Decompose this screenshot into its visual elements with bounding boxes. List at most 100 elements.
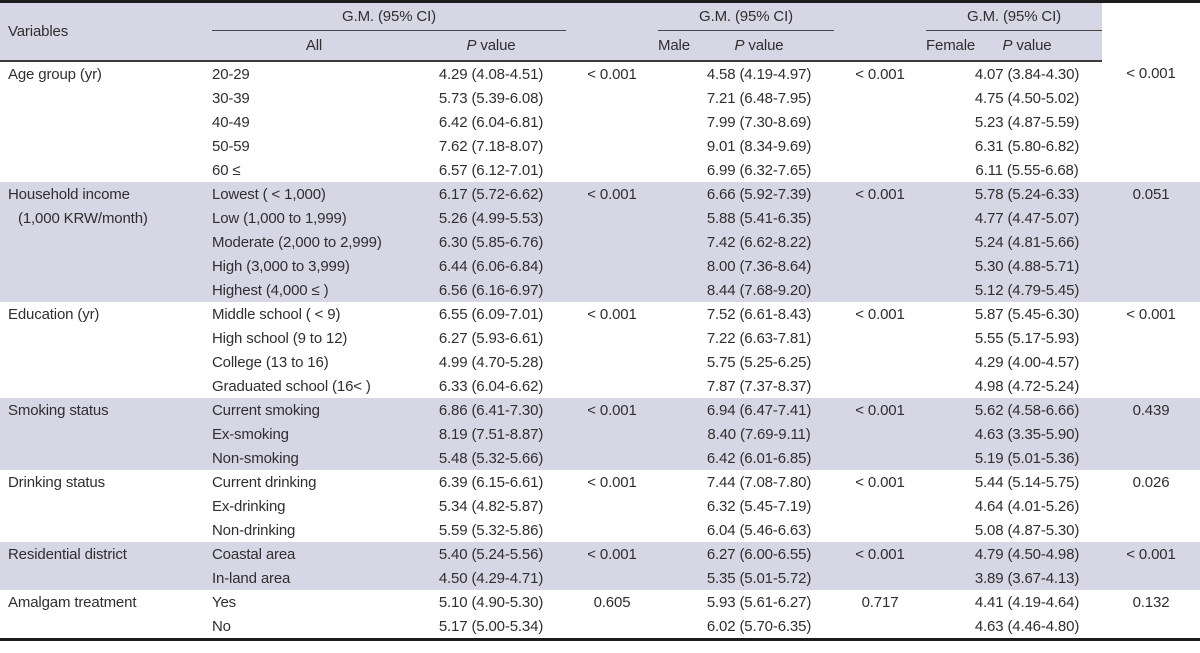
- gm-male-cell: 7.21 (6.48-7.95): [706, 89, 812, 107]
- variable-cell: [0, 110, 212, 134]
- gm-male-cell: 7.87 (7.37-8.37): [706, 377, 812, 395]
- column-group-header-female: G.M. (95% CI): [926, 3, 1102, 31]
- spacer-cell: [658, 614, 684, 638]
- gm-female-cell: 4.63 (3.35-5.90): [952, 422, 1102, 446]
- table-row: Amalgam treatment Yes 5.10 (4.90-5.30) 0.60…: [0, 590, 1200, 614]
- header-row-subcolumns: All P value Male P value Female P value: [0, 30, 1200, 62]
- variable-cell: Education (yr): [8, 305, 100, 323]
- pvalue-female-cell: < 0.001: [1126, 305, 1176, 323]
- pvalue-male-cell: < 0.001: [855, 65, 905, 83]
- pvalue-male-cell: < 0.001: [855, 305, 905, 323]
- gm-male-cell: 6.66 (5.92-7.39): [684, 182, 834, 206]
- table-row: High school (9 to 12) 6.27 (5.93-6.61) 7.2…: [0, 326, 1200, 350]
- variable-cell: [0, 86, 212, 110]
- gm-female-cell: 5.19 (5.01-5.36): [952, 446, 1102, 470]
- pvalue-male-cell: [834, 518, 926, 542]
- category-cell: Highest (4,000 ≤ ): [212, 278, 416, 302]
- spacer-cell: [926, 302, 952, 326]
- category-cell: Yes: [212, 593, 237, 611]
- column-header-variables: Variables: [0, 3, 212, 62]
- variable-cell: [0, 374, 212, 398]
- pvalue-male-cell: [834, 614, 926, 638]
- gm-all-cell: 5.26 (4.99-5.53): [416, 206, 566, 230]
- pvalue-female-cell: [1102, 110, 1200, 134]
- pvalue-all-cell: [566, 494, 658, 518]
- pvalue-male-cell: [834, 422, 926, 446]
- table-row: Household income Lowest ( < 1,000) 6.17 (5…: [0, 182, 1200, 206]
- pvalue-all-cell: [566, 374, 658, 398]
- table-row: 30-39 5.73 (5.39-6.08) 7.21 (6.48-7.95) 4.7…: [0, 86, 1200, 110]
- gm-all-cell: 5.59 (5.32-5.86): [438, 521, 544, 539]
- gm-female-cell: 4.77 (4.47-5.07): [952, 206, 1102, 230]
- spacer-cell: [926, 422, 952, 446]
- spacer-cell: [658, 61, 684, 86]
- gm-female-cell: 4.64 (4.01-5.26): [974, 497, 1080, 515]
- spacer-cell: [658, 206, 684, 230]
- spacer-cell: [658, 374, 684, 398]
- spacer-cell: [658, 278, 684, 302]
- pvalue-male-cell: [834, 254, 926, 278]
- gm-female-cell: 5.12 (4.79-5.45): [952, 278, 1102, 302]
- spacer-cell: [658, 446, 684, 470]
- pvalue-female-cell: [1102, 134, 1200, 158]
- table-row: Age group (yr) 20-29 4.29 (4.08-4.51) < 0.0…: [0, 61, 1200, 86]
- pvalue-all-cell: < 0.001: [566, 182, 658, 206]
- gm-male-cell: 5.88 (5.41-6.35): [684, 206, 834, 230]
- pvalue-male-cell: [834, 206, 926, 230]
- table-row: Non-smoking 5.48 (5.32-5.66) 6.42 (6.01-6.…: [0, 446, 1200, 470]
- pvalue-label-italic: P: [1002, 37, 1013, 54]
- pvalue-male-cell: < 0.001: [834, 542, 926, 566]
- gm-female-cell: 5.62 (4.58-6.66): [952, 398, 1102, 422]
- gm-male-cell: 6.42 (6.01-6.85): [684, 446, 834, 470]
- pvalue-label-italic: P: [734, 37, 745, 54]
- gm-male-cell: 7.42 (6.62-8.22): [684, 230, 834, 254]
- table-row: Drinking status Current drinking 6.39 (6.1…: [0, 470, 1200, 494]
- gm-male-cell: 8.44 (7.68-9.20): [684, 278, 834, 302]
- column-header-male: Male: [658, 30, 690, 62]
- table-row: Smoking status Current smoking 6.86 (6.41-…: [0, 398, 1200, 422]
- gm-all-cell: 8.19 (7.51-8.87): [416, 422, 566, 446]
- spacer-cell: [926, 350, 952, 374]
- table-row: Ex-smoking 8.19 (7.51-8.87) 8.40 (7.69-9.1…: [0, 422, 1200, 446]
- gm-male-cell: 7.99 (7.30-8.69): [706, 113, 812, 131]
- spacer-cell: [926, 278, 952, 302]
- category-cell: Graduated school (16< ): [212, 377, 371, 395]
- table-row: In-land area 4.50 (4.29-4.71) 5.35 (5.01-5…: [0, 566, 1200, 590]
- table-row: 40-49 6.42 (6.04-6.81) 7.99 (7.30-8.69) 5.2…: [0, 110, 1200, 134]
- pvalue-all-cell: [566, 230, 658, 254]
- pvalue-female-cell: < 0.001: [1126, 65, 1176, 82]
- header-row-groups: Variables G.M. (95% CI) G.M. (95% CI) G.…: [0, 3, 1200, 62]
- category-cell: Middle school ( < 9): [212, 305, 341, 323]
- pvalue-female-cell: [1102, 494, 1200, 518]
- table-row: 60 ≤ 6.57 (6.12-7.01) 6.99 (6.32-7.65) 6.11…: [0, 158, 1200, 182]
- gm-male-cell: 8.00 (7.36-8.64): [684, 254, 834, 278]
- gm-all-cell: 6.44 (6.06-6.84): [416, 254, 566, 278]
- variable-cell: Drinking status: [8, 473, 105, 491]
- category-cell: Lowest ( < 1,000): [212, 182, 416, 206]
- category-cell: 40-49: [212, 113, 250, 131]
- variable-cell: Amalgam treatment: [8, 593, 137, 611]
- gm-all-cell: 6.42 (6.04-6.81): [438, 113, 544, 131]
- spacer-cell: [658, 518, 684, 542]
- pvalue-male-cell: [834, 158, 926, 182]
- gm-female-cell: 6.11 (5.55-6.68): [975, 161, 1079, 179]
- gm-female-cell: 4.07 (3.84-4.30): [974, 65, 1080, 83]
- pvalue-male-cell: [834, 446, 926, 470]
- pvalue-male-cell: [834, 566, 926, 590]
- spacer-cell: [926, 374, 952, 398]
- spacer-cell: [926, 134, 952, 158]
- table-row: College (13 to 16) 4.99 (4.70-5.28) 5.75 (…: [0, 350, 1200, 374]
- table-row: Moderate (2,000 to 2,999) 6.30 (5.85-6.76…: [0, 230, 1200, 254]
- gm-female-cell: 5.44 (5.14-5.75): [974, 473, 1080, 491]
- table-row: 50-59 7.62 (7.18-8.07) 9.01 (8.34-9.69) 6.3…: [0, 134, 1200, 158]
- gm-female-cell: 6.31 (5.80-6.82): [974, 137, 1080, 155]
- gm-female-cell: 5.23 (4.87-5.59): [974, 113, 1080, 131]
- spacer-cell: [926, 590, 952, 614]
- table-row: Highest (4,000 ≤ ) 6.56 (6.16-6.97) 8.44 (…: [0, 278, 1200, 302]
- gm-male-cell: 6.02 (5.70-6.35): [706, 617, 812, 635]
- category-cell: 20-29: [212, 65, 250, 83]
- gm-all-cell: 6.33 (6.04-6.62): [438, 377, 544, 395]
- variable-cell: [0, 518, 212, 542]
- spacer-cell: [658, 422, 684, 446]
- spacer-cell: [926, 542, 952, 566]
